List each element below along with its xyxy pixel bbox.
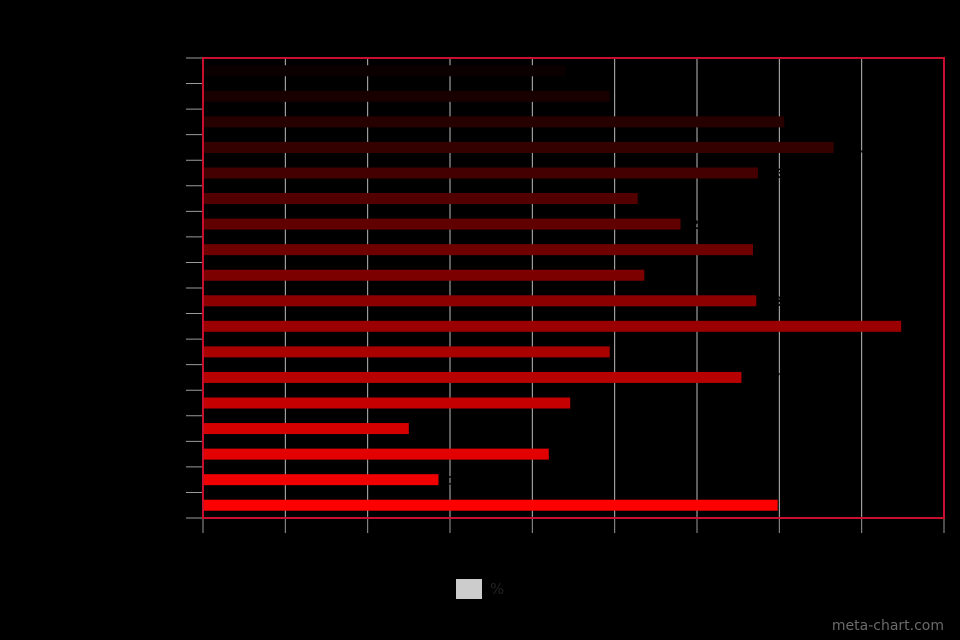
plot-border (202, 57, 945, 519)
bar (204, 295, 757, 307)
bar-value-label: 26.4 (648, 191, 677, 207)
grid-lines (284, 58, 863, 518)
bar-value-label: 22 (575, 63, 592, 79)
bar-value-label: 32.7 (751, 369, 780, 385)
bar (204, 346, 610, 358)
bar (204, 474, 439, 486)
bar (204, 65, 566, 77)
bar-value-label: 33.4 (763, 242, 792, 258)
bar (204, 448, 549, 460)
axis-ticks (186, 57, 945, 533)
bar (204, 423, 409, 435)
legend: % (456, 579, 504, 599)
bar-value-label: 26.8 (654, 267, 683, 283)
legend-swatch (456, 579, 482, 599)
bar-value-label: 12.5 (419, 421, 448, 437)
bar (204, 90, 610, 102)
plot-background (203, 58, 944, 518)
bar-value-label: 29 (691, 216, 708, 232)
bar-value-label: 38.3 (844, 139, 873, 155)
bar-value-label: 34.9 (788, 497, 817, 513)
bar-value-label: 33.6 (766, 293, 795, 309)
bar-value-label: 35.3 (794, 114, 823, 130)
bar-value-label: 24.7 (620, 88, 649, 104)
bar-value-label: 24.7 (620, 344, 649, 360)
bar (204, 269, 645, 281)
bar (204, 193, 638, 205)
bar (204, 167, 758, 179)
bar (204, 141, 834, 153)
bar (204, 397, 571, 409)
bar (204, 244, 753, 256)
bar-value-label: 33.7 (768, 165, 797, 181)
bars (204, 65, 902, 511)
bar (204, 499, 778, 511)
bar (204, 320, 902, 332)
bar (204, 116, 785, 128)
bar-value-label: 21 (559, 446, 576, 462)
bar (204, 218, 681, 230)
bar-value-label: 42.4 (911, 318, 940, 334)
watermark: meta-chart.com (831, 618, 944, 634)
data-labels: 22 24.7 35.3 38.3 33.7 26.4 29 33.4 26.8 33.6 42.4… (419, 63, 940, 513)
bar (204, 371, 742, 383)
legend-label: % (490, 580, 505, 598)
bar-value-label: 22.3 (580, 395, 609, 411)
bar-value-label: 14.3 (448, 472, 477, 488)
